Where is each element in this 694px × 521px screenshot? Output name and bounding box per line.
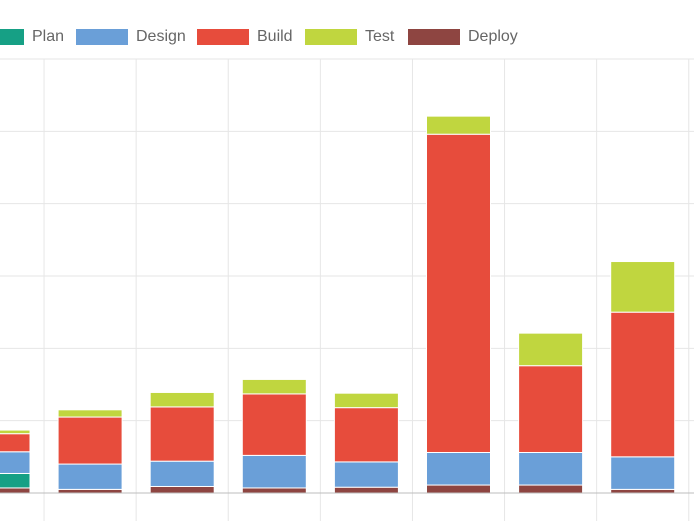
bar-segment-deploy[interactable] [149, 485, 215, 494]
bar-segment-plan[interactable] [0, 472, 31, 489]
bar-segment-build[interactable] [57, 416, 123, 465]
legend-item-plan[interactable]: Plan [0, 26, 64, 48]
legend-label-plan: Plan [32, 28, 65, 45]
bar-segment-build[interactable] [518, 365, 584, 453]
bar-segment-test[interactable] [610, 261, 676, 313]
bar-segment-test[interactable] [57, 409, 123, 418]
bar-segment-build[interactable] [241, 393, 307, 456]
legend-swatch-design [76, 29, 128, 45]
legend-label-deploy: Deploy [468, 28, 518, 45]
bar-segment-test[interactable] [149, 391, 215, 408]
legend-label-test: Test [365, 28, 395, 45]
bar-segment-design[interactable] [610, 456, 676, 490]
bar-segment-test[interactable] [333, 392, 399, 409]
legend-label-build: Build [257, 28, 293, 45]
bar-segment-deploy[interactable] [333, 486, 399, 494]
legend-swatch-plan [0, 29, 24, 45]
bar-segment-build[interactable] [149, 406, 215, 462]
bar-segment-design[interactable] [57, 463, 123, 490]
bar-segment-design[interactable] [518, 451, 584, 486]
bar-segment-build[interactable] [0, 433, 31, 453]
bar-segment-design[interactable] [333, 461, 399, 488]
bar-segment-test[interactable] [426, 115, 491, 135]
legend-item-test[interactable]: Test [305, 26, 394, 48]
bar-segment-deploy[interactable] [426, 484, 491, 494]
bar-segment-deploy[interactable] [518, 484, 584, 494]
legend-item-deploy[interactable]: Deploy [408, 26, 518, 48]
bar-segment-test[interactable] [518, 332, 584, 367]
bar-segment-design[interactable] [241, 454, 307, 489]
legend-swatch-test [305, 29, 357, 45]
bar-segment-design[interactable] [149, 460, 215, 487]
bar-segment-test[interactable] [0, 429, 31, 435]
bar-stacks [0, 115, 676, 494]
bar-segment-design[interactable] [0, 451, 31, 474]
bar-segment-design[interactable] [426, 451, 491, 486]
legend-swatch-build [197, 29, 249, 45]
bar-segment-deploy[interactable] [610, 488, 676, 494]
legend-label-design: Design [136, 28, 186, 45]
bar-segment-deploy[interactable] [57, 488, 123, 494]
bar-segment-deploy[interactable] [0, 487, 31, 494]
legend-item-build[interactable]: Build [197, 26, 293, 48]
bar-segment-build[interactable] [333, 407, 399, 463]
bar-segment-build[interactable] [610, 311, 676, 458]
legend-swatch-deploy [408, 29, 460, 45]
grid-lines [0, 58, 694, 521]
bar-segment-test[interactable] [241, 378, 307, 395]
bar-segment-build[interactable] [426, 133, 491, 453]
legend-item-design[interactable]: Design [76, 26, 186, 48]
bar-segment-deploy[interactable] [241, 487, 307, 494]
